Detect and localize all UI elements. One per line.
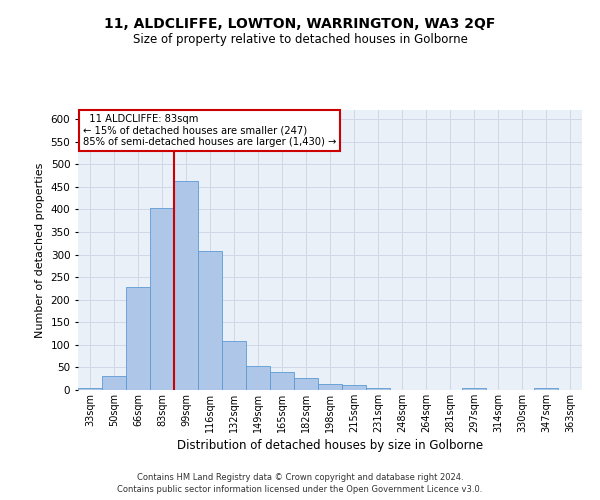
Bar bbox=[366, 388, 390, 390]
Y-axis label: Number of detached properties: Number of detached properties bbox=[35, 162, 45, 338]
Bar bbox=[174, 181, 198, 390]
Bar bbox=[534, 388, 558, 390]
Bar bbox=[198, 251, 222, 390]
Bar bbox=[462, 388, 486, 390]
Bar bbox=[318, 384, 342, 390]
Bar bbox=[126, 287, 150, 390]
Text: Size of property relative to detached houses in Golborne: Size of property relative to detached ho… bbox=[133, 32, 467, 46]
Text: 11 ALDCLIFFE: 83sqm
← 15% of detached houses are smaller (247)
85% of semi-detac: 11 ALDCLIFFE: 83sqm ← 15% of detached ho… bbox=[83, 114, 337, 148]
Bar bbox=[342, 385, 366, 390]
Text: Contains HM Land Registry data © Crown copyright and database right 2024.: Contains HM Land Registry data © Crown c… bbox=[137, 472, 463, 482]
Bar bbox=[102, 376, 126, 390]
Bar bbox=[150, 208, 174, 390]
Bar bbox=[222, 341, 246, 390]
Bar bbox=[270, 372, 294, 390]
X-axis label: Distribution of detached houses by size in Golborne: Distribution of detached houses by size … bbox=[177, 439, 483, 452]
Bar bbox=[294, 378, 318, 390]
Text: 11, ALDCLIFFE, LOWTON, WARRINGTON, WA3 2QF: 11, ALDCLIFFE, LOWTON, WARRINGTON, WA3 2… bbox=[104, 18, 496, 32]
Bar bbox=[246, 366, 270, 390]
Text: Contains public sector information licensed under the Open Government Licence v3: Contains public sector information licen… bbox=[118, 485, 482, 494]
Bar bbox=[78, 388, 102, 390]
